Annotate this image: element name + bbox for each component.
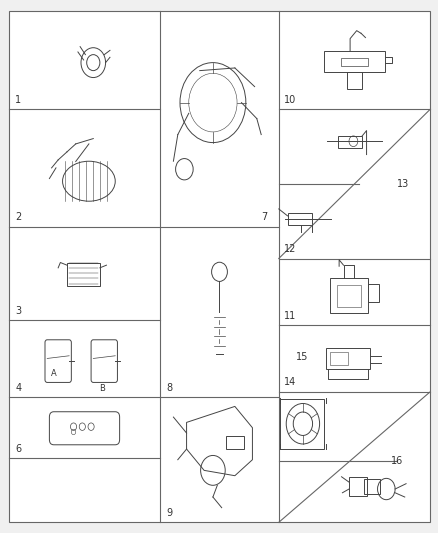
Bar	[325, 348, 369, 369]
Bar	[336, 286, 360, 307]
Text: 14: 14	[283, 377, 296, 387]
Text: A: A	[50, 369, 56, 378]
Text: 1: 1	[15, 95, 21, 105]
Text: 16: 16	[390, 456, 402, 466]
Bar	[341, 59, 367, 67]
Text: 13: 13	[396, 179, 409, 189]
Text: 15: 15	[296, 352, 308, 362]
Bar	[346, 72, 362, 90]
Text: 6: 6	[15, 444, 21, 454]
Text: 7: 7	[261, 212, 267, 222]
Text: 2: 2	[15, 212, 21, 222]
Bar	[329, 352, 347, 366]
Bar	[287, 213, 311, 225]
Text: 8: 8	[166, 383, 173, 393]
Text: B: B	[99, 384, 104, 393]
Bar	[226, 436, 243, 449]
Text: 3: 3	[15, 305, 21, 316]
Text: 12: 12	[283, 244, 296, 254]
Bar	[279, 399, 323, 449]
Bar	[329, 278, 367, 313]
Text: 11: 11	[283, 311, 296, 321]
Text: 10: 10	[283, 95, 296, 105]
Bar	[337, 136, 361, 148]
Bar	[323, 52, 385, 72]
Bar	[67, 263, 100, 287]
Bar	[364, 480, 379, 495]
Text: 4: 4	[15, 383, 21, 393]
Bar	[348, 478, 366, 496]
Text: 9: 9	[166, 508, 173, 518]
Bar	[367, 284, 378, 303]
